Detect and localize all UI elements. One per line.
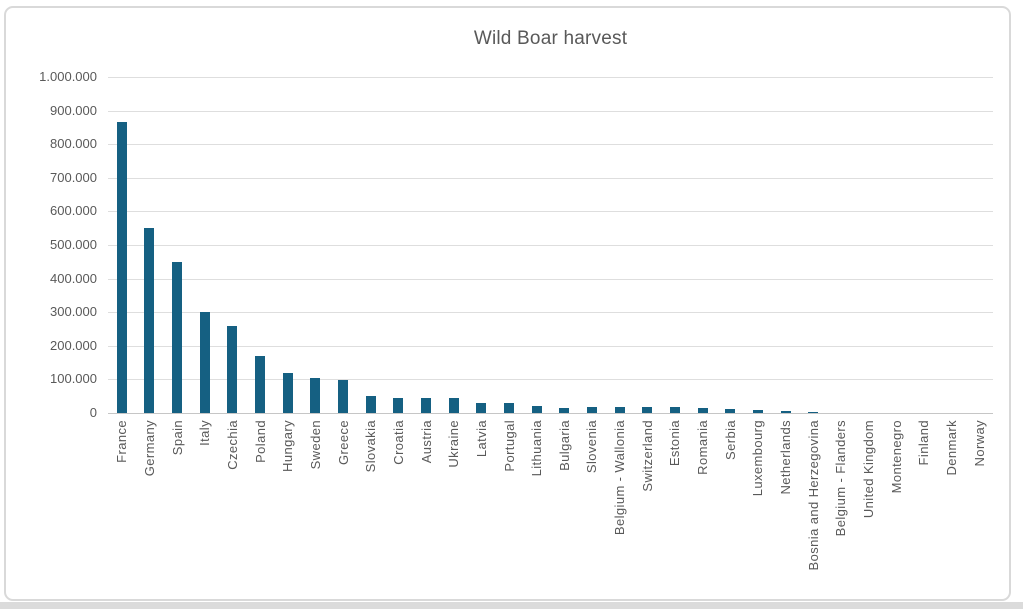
x-category-label: Sweden (307, 420, 323, 470)
x-category-label: Bosnia and Herzegovina (805, 420, 821, 571)
bar (504, 403, 515, 413)
y-tick-label: 300.000 (50, 304, 97, 320)
x-category-label: Norway (971, 420, 987, 467)
bar (752, 410, 763, 413)
bar (393, 398, 404, 413)
y-tick-label: 200.000 (50, 337, 97, 353)
x-category-label: Greece (335, 420, 351, 466)
y-tick-label: 800.000 (50, 136, 97, 152)
bar (338, 380, 349, 413)
bar (476, 403, 487, 413)
bar (255, 356, 266, 413)
x-category-label: Poland (252, 420, 268, 463)
x-category-label: Italy (197, 420, 213, 446)
gridline (108, 345, 993, 347)
bar (642, 407, 653, 413)
x-category-label: Denmark (944, 420, 960, 476)
x-category-label: Latvia (473, 420, 489, 458)
bar (559, 408, 570, 413)
bar (116, 122, 127, 413)
bar (227, 326, 238, 413)
x-category-label: Czechia (224, 420, 240, 470)
x-category-label: Romania (695, 420, 711, 475)
bar (172, 262, 183, 413)
y-tick-label: 400.000 (50, 270, 97, 286)
gridline (108, 379, 993, 381)
y-tick-label: 900.000 (50, 102, 97, 118)
x-axis-line (108, 413, 993, 414)
chart-frame (4, 6, 1011, 601)
y-tick-label: 500.000 (50, 237, 97, 252)
x-category-label: Netherlands (778, 420, 794, 495)
chart-title: Wild Boar harvest (473, 28, 628, 49)
gridline (108, 211, 993, 213)
x-category-label: Germany (141, 420, 157, 477)
gridline (108, 278, 993, 280)
x-category-label: Estonia (667, 420, 683, 467)
bar (448, 398, 459, 413)
y-tick-label: 1.000.000 (39, 69, 97, 84)
gridline (108, 110, 993, 112)
x-category-label: Slovenia (584, 420, 600, 474)
bar (586, 407, 597, 413)
bar (144, 228, 155, 413)
x-category-label: United Kingdom (861, 420, 877, 519)
bar (614, 407, 625, 413)
x-category-label: Montenegro (888, 420, 904, 494)
bar (310, 378, 321, 413)
gridline (108, 144, 993, 146)
bar (199, 312, 210, 413)
bar (531, 406, 542, 413)
x-category-label: Finland (916, 420, 932, 466)
x-category-label: Belgium - Wallonia (612, 420, 628, 536)
bar (282, 373, 293, 413)
x-category-label: Ukraine (446, 420, 462, 468)
x-category-label: Serbia (722, 420, 738, 460)
x-category-label: Belgium - Flanders (833, 420, 849, 537)
bar (421, 398, 432, 413)
gridline (108, 77, 993, 78)
bar (697, 408, 708, 413)
gridline (108, 245, 993, 246)
x-category-label: Bulgaria (556, 420, 572, 471)
x-category-label: Luxembourg (750, 420, 766, 497)
bar (725, 409, 736, 413)
x-category-label: Lithuania (529, 420, 545, 477)
bar (780, 411, 791, 413)
y-tick-label: 600.000 (50, 203, 97, 219)
x-category-label: Austria (418, 420, 434, 464)
bar (365, 396, 376, 413)
y-tick-label: 0 (89, 405, 97, 420)
x-category-label: Hungary (280, 420, 296, 472)
y-tick-label: 700.000 (50, 169, 97, 185)
x-category-label: Portugal (501, 420, 517, 472)
y-tick-label: 100.000 (50, 371, 97, 387)
bottom-edge-band (0, 602, 1023, 609)
x-category-label: Slovakia (363, 420, 379, 473)
bar (669, 407, 680, 413)
gridline (108, 177, 993, 179)
bar (808, 412, 819, 413)
x-category-label: Croatia (390, 420, 406, 465)
gridline (108, 312, 993, 314)
x-category-label: Spain (169, 420, 185, 456)
x-category-label: France (114, 420, 130, 463)
x-category-label: Switzerland (639, 420, 655, 492)
